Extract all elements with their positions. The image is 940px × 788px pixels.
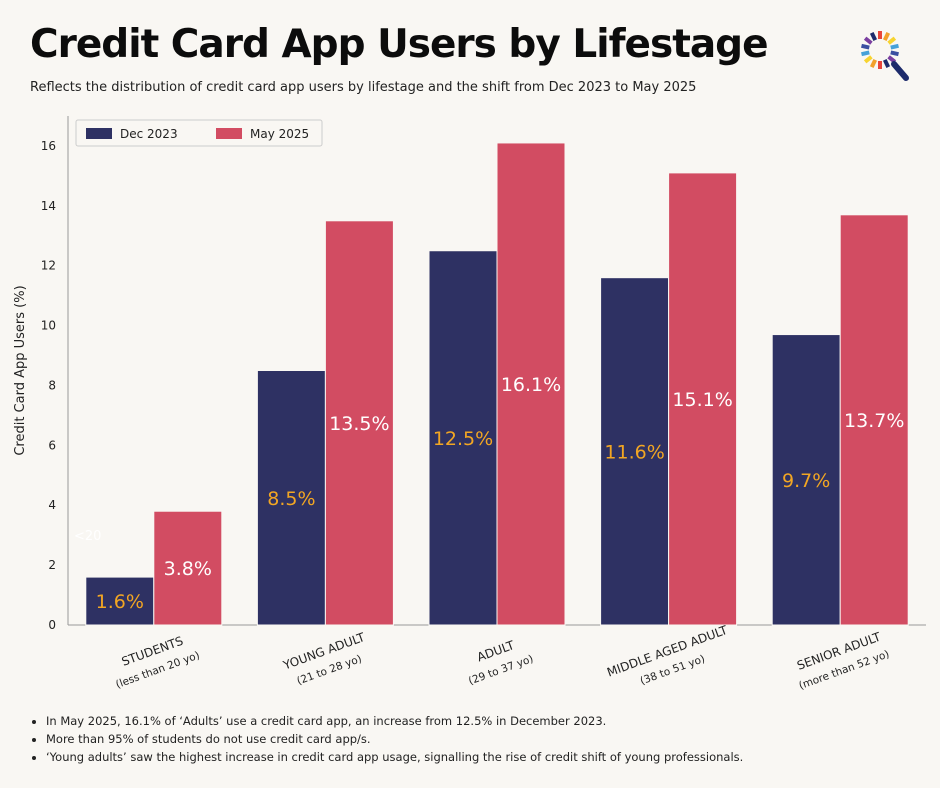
logo-segment	[890, 43, 899, 50]
y-axis-label: Credit Card App Users (%)	[13, 285, 28, 455]
note-item: ‘Young adults’ saw the highest increase …	[46, 748, 936, 766]
bar-dec-2023	[600, 277, 670, 626]
y-tick-label: 6	[48, 438, 56, 452]
data-label: 16.1%	[501, 374, 561, 396]
logo-segment	[887, 36, 897, 45]
note-item: In May 2025, 16.1% of ‘Adults’ use a cre…	[46, 712, 936, 730]
logo-segment	[861, 43, 870, 50]
data-label: 9.7%	[782, 470, 830, 492]
search-magnifier-logo-icon	[861, 31, 909, 81]
logo-segment	[869, 59, 878, 68]
bar-may-2025	[668, 172, 738, 626]
bar-chart: 0 2 4 6 8 10 12 14 16 Credit Card App Users (%) 1.…	[13, 116, 926, 692]
legend-label: Dec 2023	[120, 127, 178, 141]
bar-may-2025	[839, 214, 909, 626]
bar-may-2025	[496, 142, 566, 626]
logo-segment	[890, 50, 899, 57]
data-label: 13.5%	[329, 413, 389, 435]
y-tick-label: 8	[48, 378, 56, 392]
bar-may-2025	[324, 220, 394, 626]
data-label: 12.5%	[433, 428, 493, 450]
chart-subtitle: Reflects the distribution of credit card…	[30, 80, 697, 95]
data-label: 3.8%	[164, 558, 212, 580]
y-tick-label: 14	[41, 199, 56, 213]
bar-dec-2023	[771, 334, 841, 626]
y-tick-label: 0	[48, 618, 56, 632]
legend: Dec 2023 May 2025	[75, 119, 323, 147]
y-tick-label: 16	[41, 139, 56, 153]
bar-dec-2023	[256, 370, 326, 626]
logo-segment	[882, 32, 891, 41]
data-label: 8.5%	[267, 488, 315, 510]
bar-may-2025	[153, 510, 223, 626]
data-label: 1.6%	[96, 591, 144, 613]
annotation-label: <20	[74, 529, 101, 544]
bar-dec-2023	[85, 576, 155, 626]
data-label: 11.6%	[604, 441, 664, 463]
chart-title: Credit Card App Users by Lifestage	[30, 22, 769, 67]
y-tick-label: 12	[41, 259, 56, 273]
data-label: 15.1%	[672, 389, 732, 411]
data-label: 13.7%	[844, 410, 904, 432]
logo-handle	[891, 61, 909, 81]
legend-box	[75, 119, 323, 147]
legend-label: May 2025	[250, 127, 309, 141]
logo-segment	[863, 36, 873, 45]
y-tick-label: 10	[41, 319, 56, 333]
legend-swatch	[216, 128, 242, 139]
notes-list: In May 2025, 16.1% of ‘Adults’ use a cre…	[28, 712, 936, 766]
legend-swatch	[86, 128, 112, 139]
logo-segment	[869, 32, 878, 41]
logo-segment	[882, 59, 891, 68]
logo-segment	[861, 50, 870, 57]
y-tick-label: 2	[48, 558, 56, 572]
logo-segment	[863, 55, 873, 64]
note-item: More than 95% of students do not use cre…	[46, 730, 936, 748]
y-tick-label: 4	[48, 498, 56, 512]
